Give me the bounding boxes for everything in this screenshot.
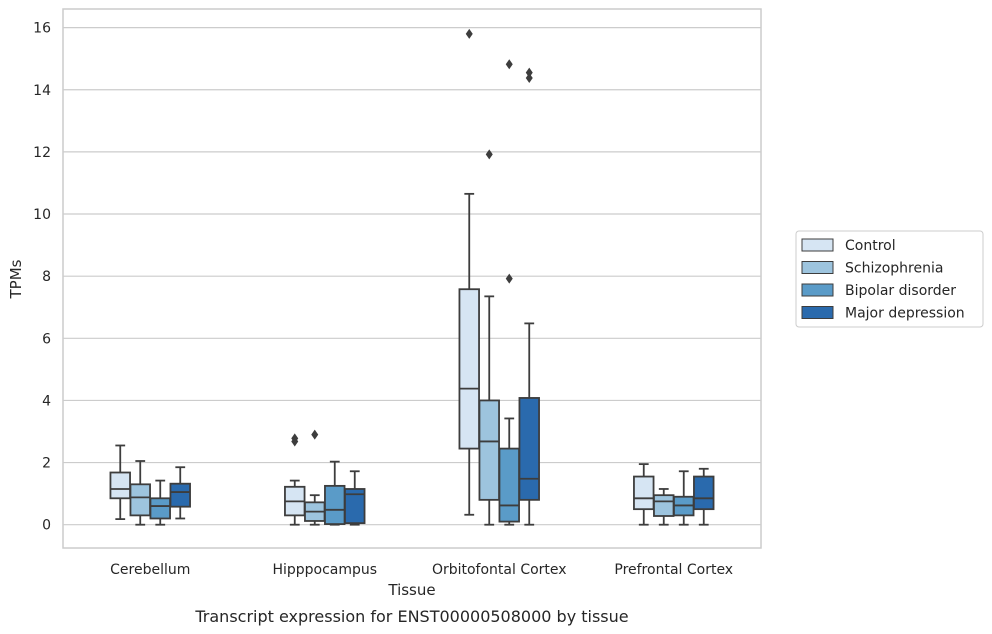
box-plot (344, 470, 366, 526)
box-body (109, 471, 131, 500)
outlier-point (525, 67, 533, 78)
box-plot (304, 429, 326, 526)
legend-swatch (801, 283, 834, 297)
y-tick-label: 14 (33, 83, 51, 99)
legend-swatch (801, 306, 834, 319)
y-tick-label: 6 (42, 331, 51, 347)
y-tick-label: 8 (42, 269, 51, 285)
x-tick-label: Hipppocampus (272, 562, 377, 578)
outlier-point (311, 429, 319, 440)
legend-label: Schizophrenia (845, 261, 943, 277)
y-axis-ticks: 0 2 4 6 8 10 12 14 16 (33, 21, 51, 534)
box-body (653, 494, 675, 517)
legend-frame (795, 230, 984, 328)
box-body (129, 483, 151, 517)
legend-label: Major depression (845, 306, 965, 322)
y-axis-label: TPMs (7, 259, 25, 299)
box-body (478, 399, 500, 501)
box-plot (284, 433, 306, 526)
y-tick-label: 10 (33, 207, 51, 223)
box-plot (518, 67, 540, 526)
box-body (518, 397, 540, 501)
series-group (169, 67, 715, 526)
box-plot (498, 59, 520, 526)
grid-lines (63, 27, 761, 526)
outlier-point (525, 72, 533, 83)
legend-swatch (801, 261, 834, 274)
y-tick-label: 4 (42, 393, 51, 409)
box-body (324, 484, 346, 525)
box-series (109, 28, 715, 526)
outlier-point (505, 273, 513, 284)
outlier-point (291, 433, 299, 444)
y-tick-label: 16 (33, 21, 51, 37)
x-axis-ticks: Cerebellum Hipppocampus Orbitofontal Corte… (110, 562, 733, 578)
plot-frame (62, 8, 762, 549)
plot-area (63, 9, 761, 548)
chart-caption: Transcript expression for ENST0000050800… (194, 607, 628, 626)
box-plot (149, 479, 171, 526)
box-body (149, 497, 171, 520)
y-tick-label: 12 (33, 145, 51, 161)
y-tick-label: 2 (42, 456, 51, 472)
y-tick-label: 0 (42, 518, 51, 534)
outlier-point (465, 28, 473, 39)
legend: Control Schizophrenia Bipolar disorder Majo… (795, 230, 984, 328)
legend-entries: Control Schizophrenia Bipolar disorder Majo… (801, 238, 965, 322)
box-body (498, 447, 520, 523)
box-body (458, 288, 480, 450)
outlier-point (505, 59, 513, 70)
box-body (169, 482, 191, 508)
x-tick-label: Orbitofontal Cortex (432, 562, 567, 578)
box-plot (129, 460, 151, 526)
box-plot (633, 463, 655, 526)
legend-swatch (801, 238, 834, 252)
legend-label: Bipolar disorder (845, 283, 956, 299)
box-plot (169, 466, 191, 520)
box-body (693, 475, 715, 511)
x-axis-label: Tissue (387, 581, 435, 599)
series-group (129, 149, 675, 526)
series-group (109, 28, 655, 526)
x-tick-label: Prefrontal Cortex (614, 562, 733, 578)
box-body (633, 475, 655, 511)
box-plot (693, 467, 715, 526)
box-body (344, 488, 366, 525)
box-plot (458, 28, 480, 516)
outlier-point (485, 149, 493, 160)
series-group (149, 59, 695, 526)
legend-label: Control (845, 238, 896, 254)
x-tick-label: Cerebellum (110, 562, 190, 578)
